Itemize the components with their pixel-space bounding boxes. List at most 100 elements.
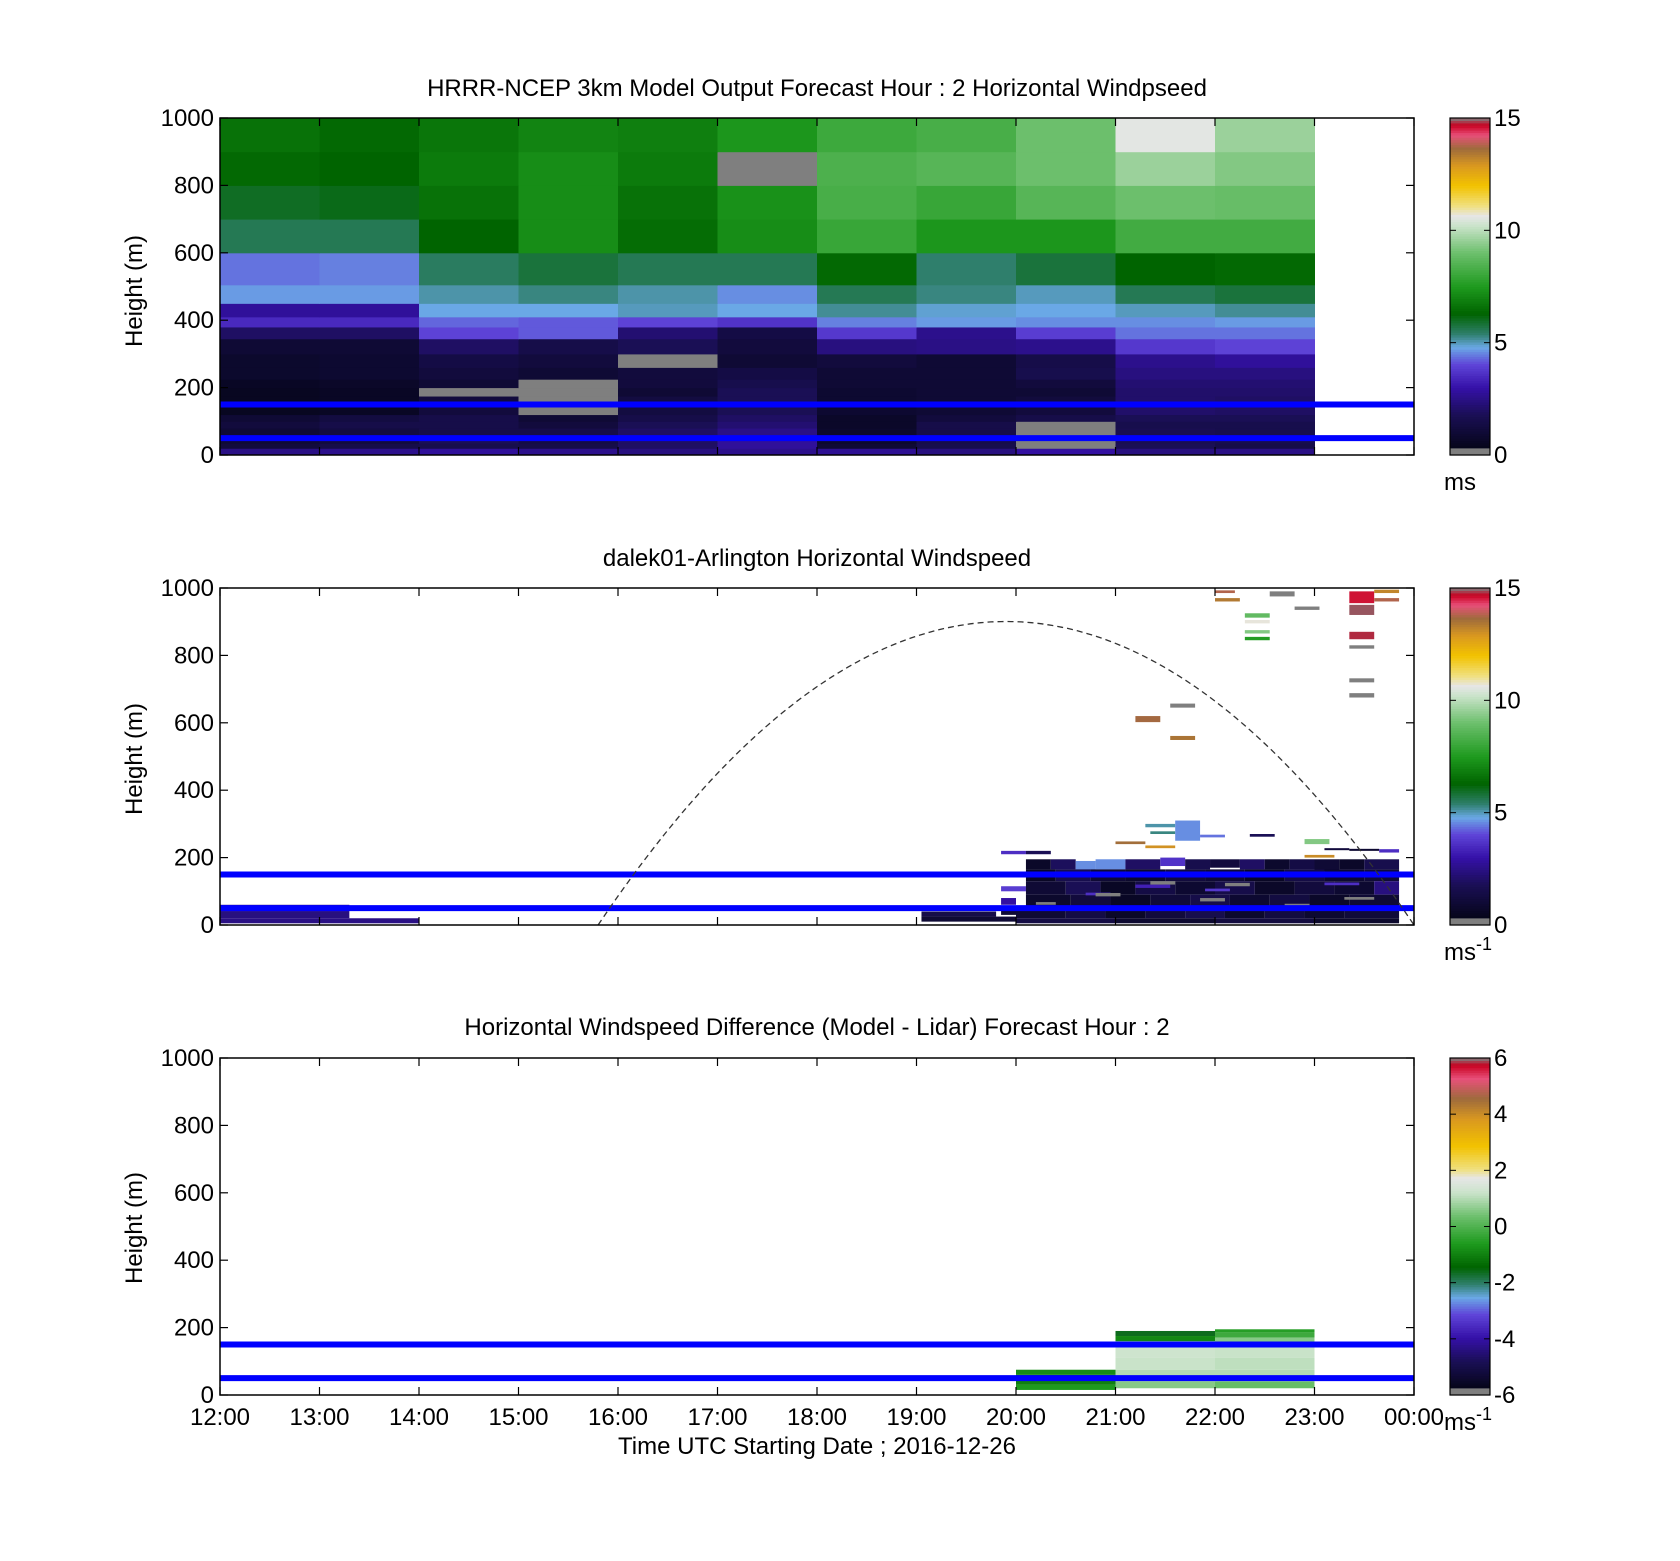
heatmap-cell <box>1185 906 1225 919</box>
colorbar-segment <box>1450 151 1490 155</box>
colorbar-segment <box>1450 1334 1490 1338</box>
heatmap-cell <box>1115 918 1215 924</box>
colorbar-segment <box>1450 905 1490 909</box>
heatmap-cell <box>1170 703 1196 708</box>
colorbar-segment <box>1450 1366 1490 1370</box>
colorbar-segment <box>1450 1159 1490 1163</box>
reference-lines <box>220 401 1414 442</box>
heatmap-cell <box>916 151 1017 186</box>
colorbar-segment <box>1450 730 1490 734</box>
colorbar-segment <box>1450 1315 1490 1319</box>
colorbar-segment <box>1450 754 1490 758</box>
colorbar-segment <box>1450 915 1490 919</box>
colorbar-segment <box>1450 624 1490 628</box>
colorbar-segment <box>1450 397 1490 401</box>
colorbar-segment <box>1450 922 1490 926</box>
heatmap-cell <box>1379 849 1400 853</box>
colorbar-segment <box>1450 809 1490 813</box>
colorbar-segment <box>1450 1293 1490 1297</box>
colorbar-segment <box>1450 1255 1490 1259</box>
heatmap-cell <box>1215 379 1315 389</box>
colorbar-tick-label: -4 <box>1494 1326 1515 1353</box>
heatmap-cell <box>220 151 320 186</box>
colorbar-segment <box>1450 855 1490 859</box>
colorbar-segment <box>1450 356 1490 360</box>
colorbar-segment <box>1450 411 1490 415</box>
y-tick-label: 1000 <box>161 105 214 132</box>
colorbar-segment <box>1450 766 1490 770</box>
colorbar-segment <box>1450 219 1490 223</box>
heatmap-cell <box>717 151 818 186</box>
colorbar-segment <box>1450 1373 1490 1377</box>
heatmap-cell <box>916 367 1017 380</box>
colorbar-segment <box>1450 1147 1490 1151</box>
colorbar-segment <box>1450 811 1490 815</box>
heatmap-cell <box>1115 185 1216 220</box>
colorbar-segment <box>1450 715 1490 719</box>
heatmap-cell <box>916 118 1017 153</box>
colorbar-segment <box>1450 1144 1490 1148</box>
heatmap-cell <box>1349 645 1375 649</box>
x-tick-label: 18:00 <box>787 1404 847 1431</box>
colorbar-segment <box>1450 920 1490 924</box>
heatmap-cell <box>618 407 718 416</box>
colorbar-segment <box>1450 375 1490 379</box>
y-tick-label: 600 <box>174 1180 214 1207</box>
colorbar-segment <box>1450 1098 1490 1102</box>
heatmap-cell <box>618 396 718 404</box>
colorbar-segment <box>1450 1252 1490 1256</box>
colorbar-tick-label: 0 <box>1494 442 1507 469</box>
colorbar-segment <box>1450 334 1490 338</box>
colorbar-segment <box>1450 1077 1490 1081</box>
colorbar-segment <box>1450 643 1490 647</box>
colorbar-segment <box>1450 414 1490 418</box>
heatmap-cell <box>518 414 619 422</box>
heatmap-cell <box>220 421 320 429</box>
colorbar-segment <box>1450 816 1490 820</box>
colorbar-segment <box>1450 293 1490 297</box>
heatmap-cell <box>1016 185 1116 220</box>
heatmap-cell <box>1115 1346 1215 1358</box>
heatmap-cell <box>319 407 420 416</box>
heatmap-cell <box>1115 448 1216 456</box>
colorbar-segment <box>1450 1262 1490 1266</box>
heatmap-cell <box>1016 396 1116 404</box>
colorbar-tick-label: 5 <box>1494 330 1507 357</box>
colorbar-segment <box>1450 390 1490 394</box>
heatmap-cell <box>1294 606 1320 610</box>
colorbar-tick-label: 5 <box>1494 800 1507 827</box>
heatmap-cell <box>319 219 420 254</box>
colorbar-segment <box>1450 616 1490 620</box>
heatmap-cell <box>618 252 718 286</box>
heatmap-cell <box>1016 918 1116 924</box>
colorbar-segment <box>1450 373 1490 377</box>
colorbar-segment <box>1450 161 1490 165</box>
y-axis-label: Height (m) <box>121 235 148 347</box>
colorbar-segment <box>1450 903 1490 907</box>
heatmap-cell <box>916 303 1017 318</box>
colorbar-segment <box>1450 881 1490 885</box>
colorbar-segment <box>1450 329 1490 333</box>
colorbar-segment <box>1450 368 1490 372</box>
colorbar-segment <box>1450 640 1490 644</box>
heatmap-cell <box>1115 407 1216 416</box>
colorbar-segment <box>1450 835 1490 839</box>
heatmap-cell <box>1016 428 1116 437</box>
difference-panel: Horizontal Windspeed Difference (Model -… <box>121 1014 1515 1460</box>
y-tick-label: 400 <box>174 1247 214 1274</box>
heatmap-cell <box>1215 1332 1315 1338</box>
colorbar-segment <box>1450 756 1490 760</box>
x-tick-label: 20:00 <box>986 1404 1046 1431</box>
y-ticks: 0 200 400 600 800 1000 <box>161 575 1414 939</box>
colorbar-segment <box>1450 339 1490 343</box>
colorbar-segment <box>1450 703 1490 707</box>
heatmap-cell <box>618 367 718 380</box>
colorbar-segment <box>1450 303 1490 307</box>
heatmap-cell <box>319 387 420 397</box>
heatmap-cell <box>220 414 320 422</box>
colorbar-segment <box>1450 1286 1490 1290</box>
colorbar-segment <box>1450 1354 1490 1358</box>
colorbar-segment <box>1450 1089 1490 1093</box>
colorbar-segment <box>1450 1202 1490 1206</box>
x-tick-label: 16:00 <box>588 1404 648 1431</box>
